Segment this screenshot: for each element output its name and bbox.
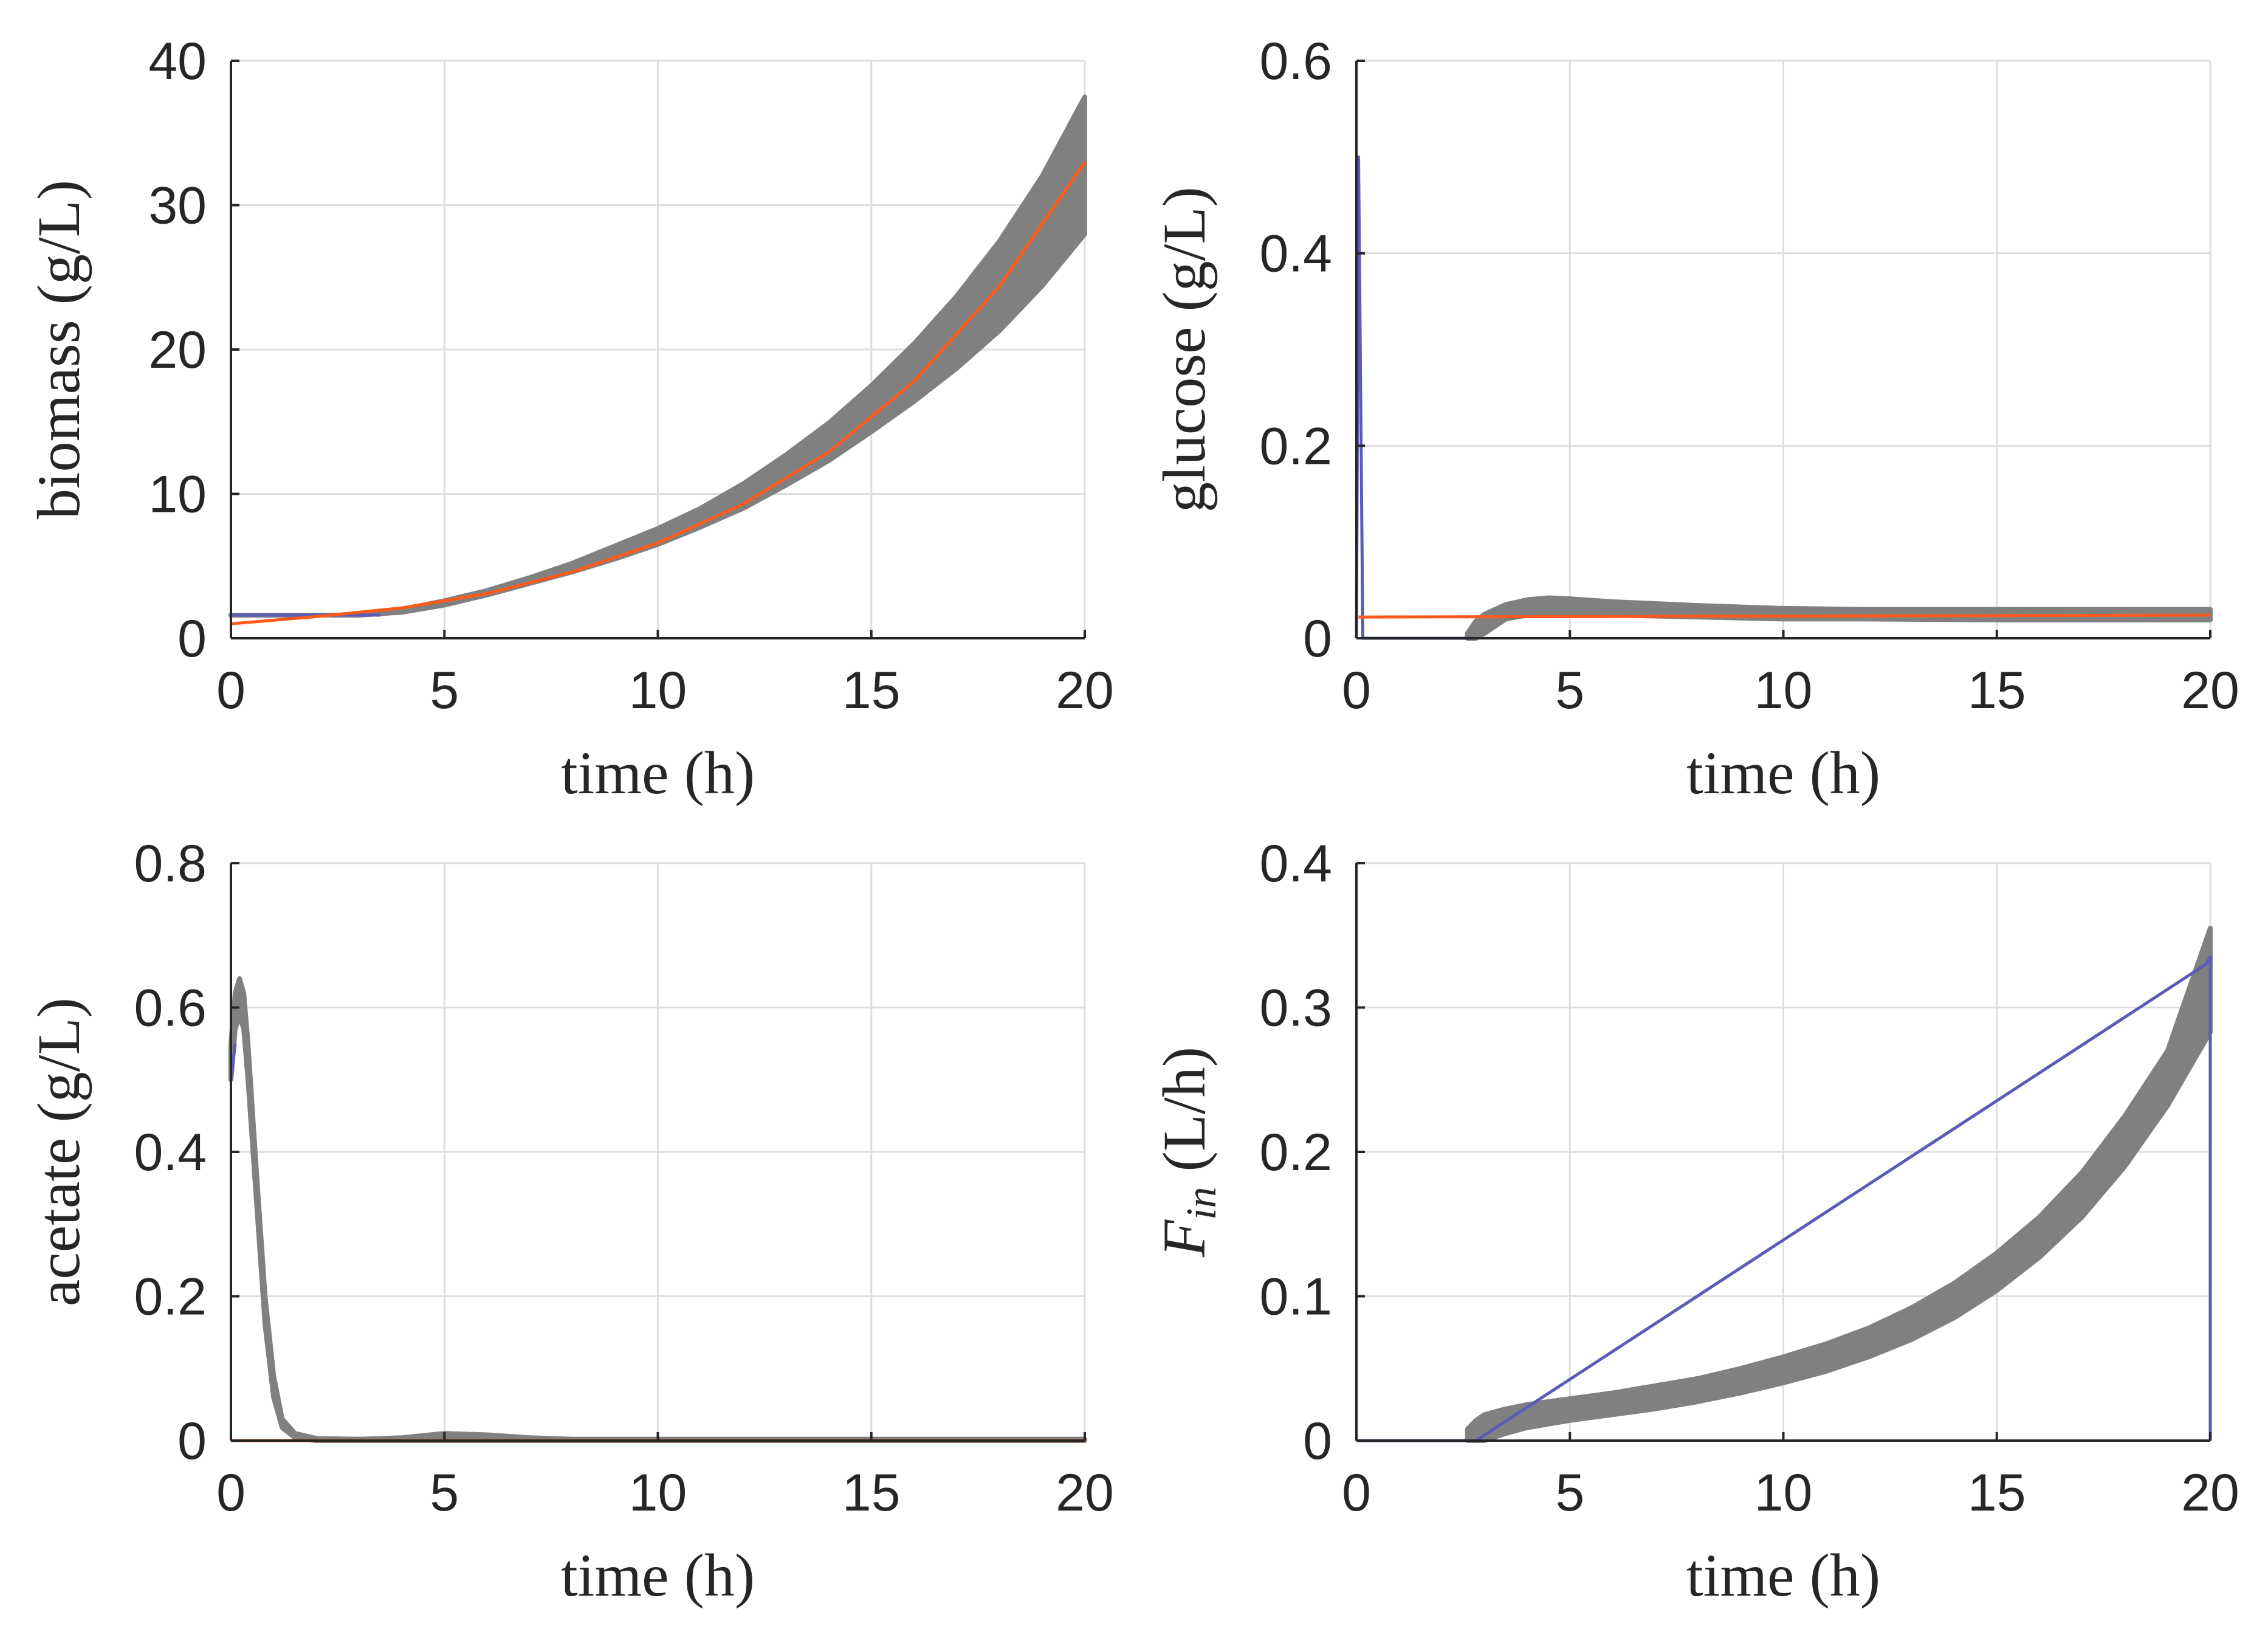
glucose-nominal-line <box>1358 613 2211 619</box>
feed-rate-y-axis-label: Fin (L/h) <box>1150 1047 1225 1258</box>
feed-rate-xtick-label-0: 0 <box>1342 1464 1371 1522</box>
panel-biomass: 0 5 10 15 20 0 10 20 30 40 time (h) biomass (g/L) <box>25 32 1114 807</box>
biomass-xtick-label-1: 5 <box>430 661 459 720</box>
glucose-ytick-label-3: 0.6 <box>1259 32 1332 91</box>
glucose-ytick-label-2: 0.4 <box>1259 225 1332 283</box>
glucose-xtick-label-1: 5 <box>1555 661 1584 720</box>
biomass-xtick-label-2: 10 <box>629 661 687 720</box>
glucose-ytick-label-1: 0.2 <box>1259 417 1332 475</box>
acetate-xtick-label-3: 15 <box>842 1464 901 1522</box>
feed-rate-xtick-label-1: 5 <box>1555 1464 1584 1522</box>
acetate-xtick-label-1: 5 <box>430 1464 459 1522</box>
glucose-xtick-label-0: 0 <box>1342 661 1371 720</box>
feed-rate-uncertainty-band <box>1465 925 2213 1443</box>
panel-glucose: 0 5 10 15 20 0 0.2 0.4 0.6 time (h) glucose (g/L) <box>1150 32 2239 807</box>
feed-rate-ytick-label-1: 0.1 <box>1259 1268 1332 1326</box>
glucose-xtick-label-3: 15 <box>1968 661 2026 720</box>
feed-rate-ytick-label-2: 0.2 <box>1259 1123 1332 1182</box>
biomass-ytick-label-2: 20 <box>148 321 207 379</box>
panel-acetate: 0 5 10 15 20 0 0.2 0.4 0.6 0.8 time (h) acetate (g/… <box>25 835 1114 1609</box>
biomass-xtick-label-4: 20 <box>1056 661 1114 720</box>
panel-feed-rate: 0 5 10 15 20 0 0.1 0.2 0.3 0.4 time (h) Fin (L/h) <box>1150 835 2239 1609</box>
acetate-xtick-label-2: 10 <box>629 1464 687 1522</box>
feed-rate-xtick-label-3: 15 <box>1968 1464 2026 1522</box>
glucose-xtick-label-2: 10 <box>1754 661 1813 720</box>
acetate-ytick-label-4: 0.8 <box>134 835 207 893</box>
biomass-nominal-line <box>230 160 1087 625</box>
feed-rate-x-axis-label: time (h) <box>1686 1542 1880 1609</box>
acetate-x-axis-label: time (h) <box>561 1542 755 1609</box>
feed-rate-xtick-label-2: 10 <box>1754 1464 1813 1522</box>
biomass-ytick-label-3: 30 <box>148 177 207 235</box>
biomass-x-axis-label: time (h) <box>561 739 755 807</box>
biomass-y-axis-label: biomass (g/L) <box>25 180 92 519</box>
glucose-y-axis-label: glucose (g/L) <box>1150 187 1218 512</box>
acetate-ytick-label-1: 0.2 <box>134 1268 207 1326</box>
biomass-ytick-label-1: 10 <box>148 466 207 524</box>
glucose-xtick-label-4: 20 <box>2181 661 2239 720</box>
acetate-y-axis-label: acetate (g/L) <box>25 997 92 1306</box>
feed-rate-xtick-label-4: 20 <box>2181 1464 2239 1522</box>
feed-rate-ytick-label-0: 0 <box>1303 1412 1332 1470</box>
acetate-ytick-label-2: 0.4 <box>134 1123 207 1182</box>
acetate-ytick-label-3: 0.6 <box>134 979 207 1038</box>
glucose-reference-line <box>1355 155 1476 640</box>
biomass-xtick-label-0: 0 <box>216 661 246 720</box>
biomass-ytick-label-0: 0 <box>177 610 207 668</box>
biomass-xtick-label-3: 15 <box>842 661 901 720</box>
feed-rate-ytick-label-4: 0.4 <box>1259 835 1332 893</box>
acetate-xtick-label-0: 0 <box>216 1464 246 1522</box>
biomass-ytick-label-4: 40 <box>148 32 207 91</box>
acetate-ytick-label-0: 0 <box>177 1412 207 1470</box>
acetate-xtick-label-4: 20 <box>1056 1464 1114 1522</box>
feed-rate-ytick-label-3: 0.3 <box>1259 979 1332 1038</box>
glucose-ytick-label-0: 0 <box>1303 610 1332 668</box>
glucose-x-axis-label: time (h) <box>1686 739 1880 807</box>
